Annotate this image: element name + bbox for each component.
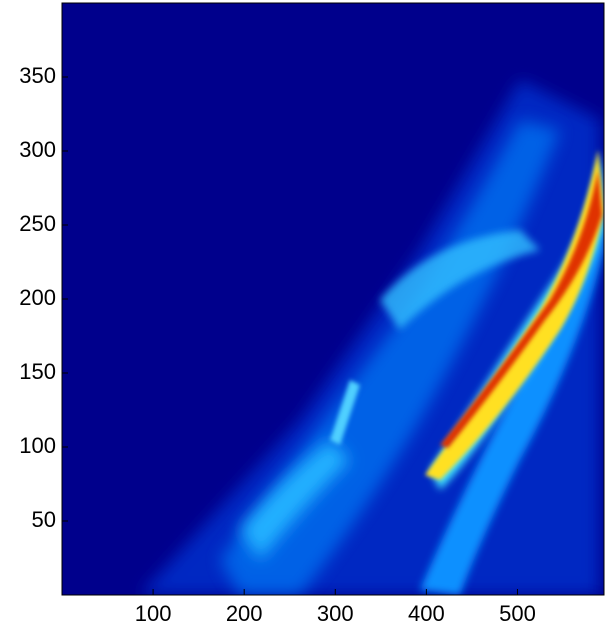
y-tick-label: 50 — [32, 507, 56, 532]
x-tick-label: 100 — [135, 601, 172, 626]
x-tick-label: 300 — [317, 601, 354, 626]
x-tick-label: 200 — [226, 601, 263, 626]
y-tick-label: 300 — [19, 137, 56, 162]
x-tick-label: 500 — [499, 601, 536, 626]
y-tick-label: 150 — [19, 359, 56, 384]
image — [62, 3, 604, 595]
y-tick-label: 250 — [19, 211, 56, 236]
y-tick-label: 100 — [19, 433, 56, 458]
image-content — [140, 80, 604, 595]
x-tick-label: 400 — [408, 601, 445, 626]
y-tick-label: 200 — [19, 285, 56, 310]
y-tick-label: 350 — [19, 63, 56, 88]
